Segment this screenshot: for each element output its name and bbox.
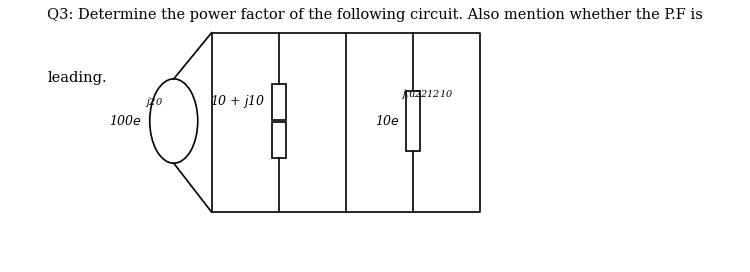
Text: 10 + $j$10: 10 + $j$10	[210, 94, 266, 110]
Text: $j$20: $j$20	[146, 95, 164, 109]
Text: $j$\u221210: $j$\u221210	[401, 87, 454, 101]
Text: 10$e$: 10$e$	[375, 114, 400, 128]
Text: Q3: Determine the power factor of the following circuit. Also mention whether th: Q3: Determine the power factor of the fo…	[47, 8, 704, 22]
Text: leading.: leading.	[47, 71, 107, 85]
Bar	[272, 122, 286, 158]
Bar	[272, 84, 286, 120]
Text: 100$e$: 100$e$	[110, 114, 142, 128]
Bar	[406, 91, 420, 151]
